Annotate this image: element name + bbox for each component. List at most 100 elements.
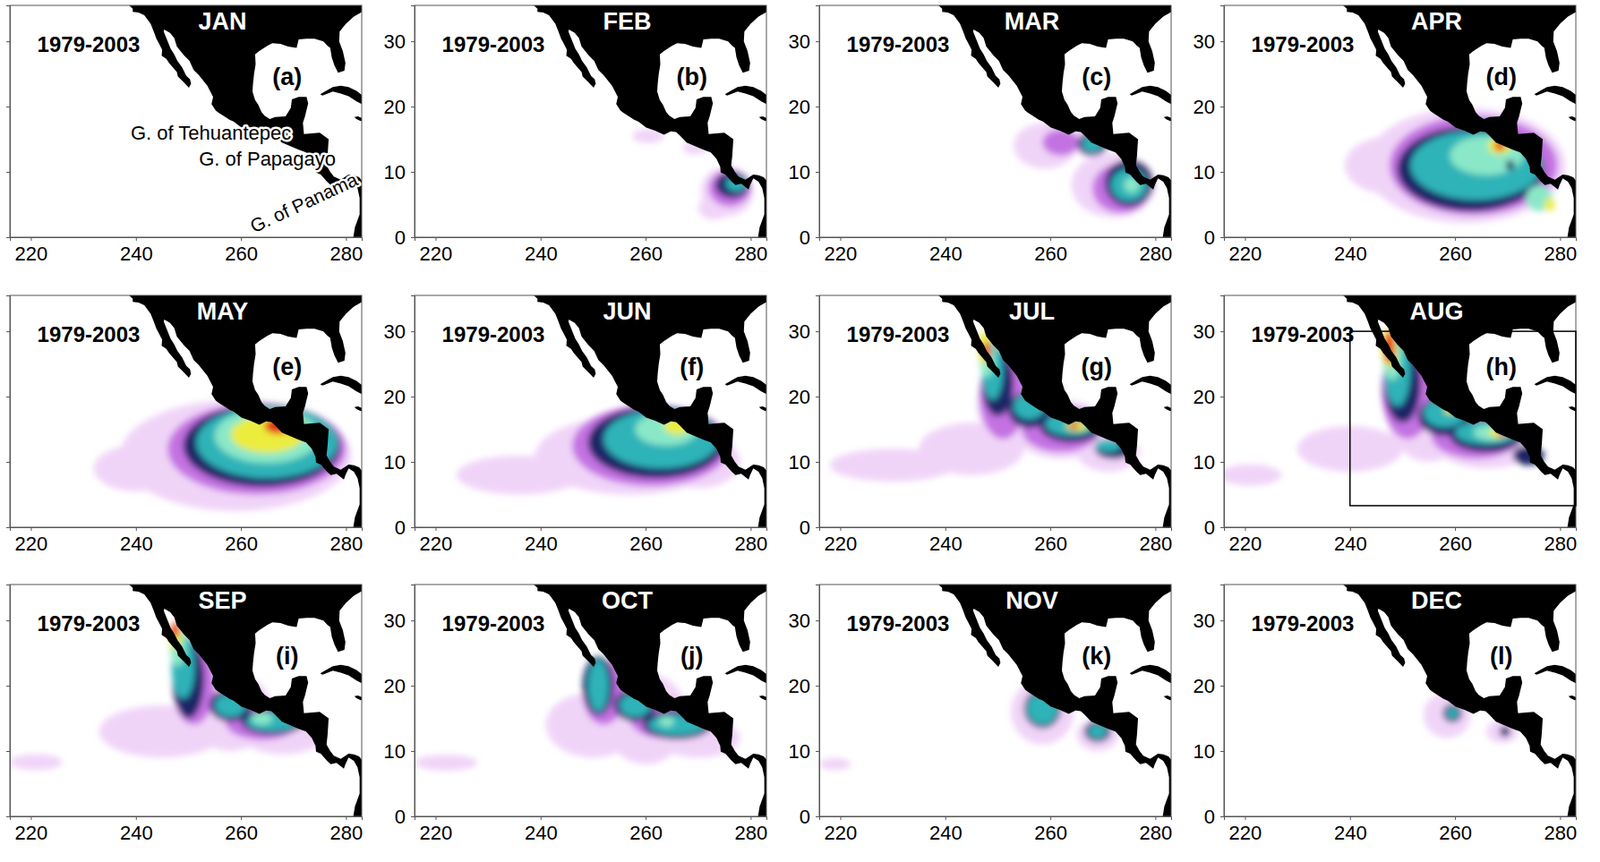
field: [94, 400, 351, 512]
y-tick-label: 0: [1204, 226, 1215, 249]
y-tick-label: 30: [384, 609, 406, 633]
x-tick-label: 260: [1034, 821, 1068, 845]
plot-area: [414, 295, 767, 528]
y-tick: [6, 237, 10, 239]
plot-area: [9, 295, 362, 528]
x-tick-mark: [540, 816, 542, 821]
y-tick: 30: [788, 30, 820, 53]
y-tick-mark: [1220, 462, 1224, 463]
y-tick-mark: [815, 620, 820, 622]
x-tick-label: 280: [735, 532, 769, 556]
y-axis-line: [410, 296, 416, 529]
plot-frame: [414, 5, 767, 238]
period-label: 1979-2003: [442, 611, 546, 636]
month-title: MAY: [196, 298, 249, 326]
panel-label: (j): [680, 642, 703, 670]
x-axis: 220240260280: [820, 527, 1173, 556]
x-tick-label: 240: [1334, 532, 1368, 556]
x-tick: 260: [224, 527, 258, 556]
x-tick-mark: [945, 237, 947, 241]
land: [725, 665, 767, 687]
x-tick-label: 260: [224, 242, 258, 266]
panel: 2202402602801979-2003SEP(i): [6, 581, 378, 844]
y-tick: 30: [1193, 609, 1224, 633]
x-tick-label: 240: [119, 821, 154, 845]
x-tick: 280: [735, 527, 769, 556]
x-tick-label: 260: [224, 532, 258, 556]
plot-area: [819, 5, 1172, 238]
panel-label: (f): [679, 353, 704, 381]
x-tick: 220: [1229, 816, 1263, 845]
x-tick: 280: [330, 816, 364, 845]
x-tick: 240: [119, 527, 154, 556]
period-label: 1979-2003: [442, 32, 546, 57]
y-axis-line: [410, 6, 416, 239]
x-tick-label: 220: [1229, 821, 1263, 845]
y-tick: 0: [1204, 516, 1224, 540]
y-tick-label: 0: [799, 226, 811, 249]
field-blob: [819, 758, 851, 771]
x-tick-mark: [345, 816, 347, 821]
x-tick: 240: [1334, 237, 1368, 266]
y-tick: 0: [1204, 805, 1224, 829]
y-tick: 10: [384, 740, 415, 763]
y-tick-label: 10: [1193, 161, 1215, 184]
x-axis-line: [820, 528, 1173, 532]
y-tick-mark: [6, 462, 10, 463]
x-tick: 220: [15, 816, 49, 845]
x-tick-mark: [1454, 816, 1456, 821]
y-tick: 0: [799, 226, 820, 249]
x-tick-mark: [1350, 527, 1352, 531]
x-tick-label: 240: [119, 242, 154, 266]
x-tick-mark: [435, 816, 437, 821]
y-axis: 0102030: [384, 6, 416, 249]
field-blob: [251, 711, 273, 726]
y-tick: [6, 396, 10, 398]
x-tick-label: 260: [1438, 532, 1472, 556]
y-tick: 30: [788, 609, 820, 633]
land: [759, 695, 767, 701]
x-tick-mark: [345, 237, 347, 241]
y-tick-label: 20: [788, 675, 811, 698]
x-tick-label: 220: [1229, 532, 1263, 556]
x-tick-label: 280: [330, 532, 364, 556]
x-tick-mark: [750, 816, 752, 821]
x-tick-mark: [1050, 237, 1052, 241]
y-axis: 0102030: [384, 296, 416, 540]
y-tick-mark: [1220, 331, 1224, 333]
x-tick-mark: [136, 527, 137, 531]
month-title: JUN: [603, 298, 652, 326]
land: [530, 584, 767, 817]
x-tick-mark: [345, 527, 347, 531]
x-axis: 220240260280: [415, 816, 769, 845]
y-axis-line: [1220, 296, 1225, 529]
period-label: 1979-2003: [1251, 611, 1355, 636]
x-tick-mark: [540, 527, 542, 531]
field-blob: [9, 754, 63, 771]
field-blob: [582, 656, 615, 716]
y-tick-label: 0: [1204, 805, 1215, 829]
x-axis: 220240260280: [10, 527, 364, 556]
y-tick: 30: [1193, 30, 1224, 53]
x-tick-label: 220: [824, 821, 858, 845]
x-axis: 220240260280: [415, 527, 769, 556]
y-axis-line: [6, 585, 11, 818]
x-tick-label: 280: [330, 821, 364, 845]
x-tick-label: 240: [524, 532, 558, 556]
land: [1568, 406, 1576, 411]
x-tick: 280: [735, 816, 769, 845]
plot-area: [1223, 5, 1576, 238]
x-tick-label: 280: [1139, 821, 1173, 845]
land: [1534, 665, 1576, 687]
x-axis: 220240260280: [1224, 816, 1578, 845]
x-tick-mark: [750, 527, 752, 531]
y-tick-mark: [815, 171, 820, 173]
panel-label: (g): [1080, 353, 1112, 381]
field-blob: [414, 754, 478, 771]
x-tick: 240: [119, 816, 154, 845]
period-label: 1979-2003: [37, 322, 141, 347]
y-tick-mark: [410, 751, 415, 753]
y-tick-mark: [410, 620, 415, 622]
land: [1339, 584, 1576, 817]
month-title: FEB: [603, 8, 652, 35]
